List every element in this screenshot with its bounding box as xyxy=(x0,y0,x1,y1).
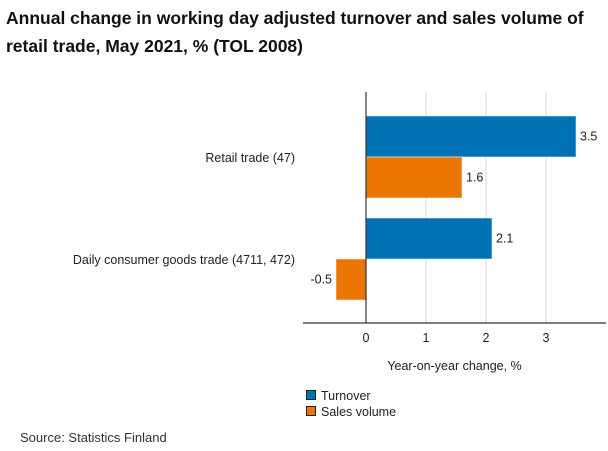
data-label: 2.1 xyxy=(496,232,513,246)
bar-sales-volume xyxy=(365,156,463,199)
legend-label: Sales volume xyxy=(321,405,396,419)
x-tick-label: 1 xyxy=(423,331,430,345)
x-tick-label: 3 xyxy=(543,331,550,345)
source-note: Source: Statistics Finland xyxy=(20,430,167,445)
bar-turnover xyxy=(365,115,577,158)
category-label: Daily consumer goods trade (4711, 472) xyxy=(73,253,295,267)
data-label: 3.5 xyxy=(580,130,597,144)
legend-swatch-turnover xyxy=(306,390,316,400)
data-label: -0.5 xyxy=(310,273,332,287)
x-tick-label: 0 xyxy=(363,331,370,345)
legend-label: Turnover xyxy=(321,389,371,403)
bar-sales-volume xyxy=(335,258,367,301)
category-label: Retail trade (47) xyxy=(205,151,295,165)
chart-title: Annual change in working day adjusted tu… xyxy=(6,8,584,56)
x-axis-title: Year-on-year change, % xyxy=(387,359,521,373)
data-label: 1.6 xyxy=(466,171,483,185)
x-tick-label: 2 xyxy=(483,331,490,345)
legend-swatch-sales-volume xyxy=(306,406,316,416)
bar-turnover xyxy=(365,217,493,260)
